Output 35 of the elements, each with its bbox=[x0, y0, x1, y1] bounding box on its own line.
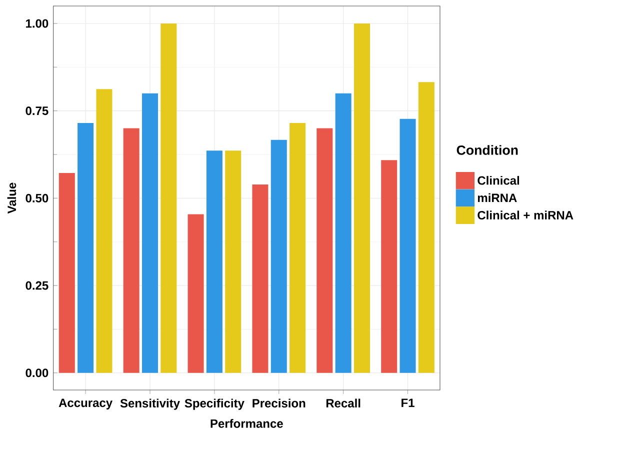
x-tick-label: Sensitivity bbox=[120, 398, 180, 410]
bar bbox=[354, 23, 370, 373]
bar bbox=[252, 184, 268, 373]
y-tick-label: 0.00 bbox=[26, 368, 48, 378]
x-axis-title: Performance bbox=[210, 419, 283, 428]
legend-title: Condition bbox=[456, 145, 518, 155]
bar bbox=[335, 93, 352, 373]
bar bbox=[160, 23, 177, 373]
y-tick-label: 0.25 bbox=[26, 281, 48, 290]
bar bbox=[142, 93, 158, 373]
x-tick-label: F1 bbox=[402, 398, 414, 407]
y-axis-title: Value bbox=[7, 182, 16, 214]
x-tick-label: Precision bbox=[252, 398, 306, 408]
legend-label: Clinical bbox=[478, 176, 520, 185]
bar bbox=[96, 89, 112, 373]
y-tick-label: 1.00 bbox=[26, 19, 48, 28]
bar bbox=[225, 150, 242, 373]
legend-label: Clinical + miRNA bbox=[478, 210, 574, 220]
bar bbox=[188, 214, 204, 373]
bar bbox=[418, 82, 434, 373]
bar bbox=[58, 173, 75, 373]
bar bbox=[270, 140, 287, 373]
bar bbox=[381, 160, 398, 373]
bar bbox=[290, 123, 306, 373]
x-tick-label: Specificity bbox=[184, 398, 244, 410]
bar bbox=[400, 118, 416, 373]
x-tick-label: Recall bbox=[326, 398, 360, 408]
bar bbox=[206, 150, 222, 373]
bar bbox=[316, 128, 333, 373]
bar bbox=[78, 123, 94, 373]
y-tick-label: 0.75 bbox=[26, 106, 48, 116]
legend-label: miRNA bbox=[478, 193, 517, 202]
x-tick-label: Accuracy bbox=[58, 398, 112, 410]
y-tick-label: 0.50 bbox=[26, 194, 48, 202]
bar bbox=[123, 128, 140, 373]
